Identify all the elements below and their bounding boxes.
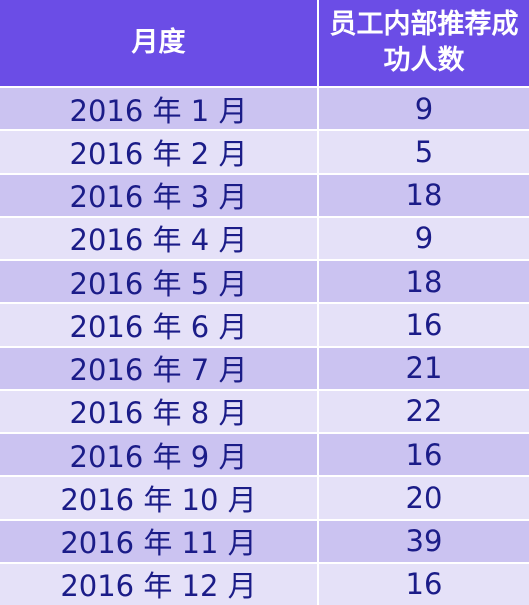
month-cell: 2016 年 2 月 (0, 129, 319, 173)
month-cell: 2016 年 3 月 (0, 172, 319, 216)
count-cell: 16 (319, 561, 529, 605)
count-cell: 39 (319, 518, 529, 562)
count-cell: 9 (319, 215, 529, 259)
count-cell: 9 (319, 86, 529, 130)
month-cell: 2016 年 7 月 (0, 345, 319, 389)
count-cell: 22 (319, 388, 529, 432)
month-cell: 2016 年 12 月 (0, 561, 319, 605)
header-month: 月度 (0, 0, 319, 86)
header-referral-count: 员工内部推荐成功人数 (319, 0, 529, 86)
month-cell: 2016 年 1 月 (0, 86, 319, 130)
month-cell: 2016 年 4 月 (0, 215, 319, 259)
count-cell: 18 (319, 172, 529, 216)
month-cell: 2016 年 5 月 (0, 259, 319, 303)
count-cell: 16 (319, 432, 529, 476)
count-cell: 5 (319, 129, 529, 173)
month-cell: 2016 年 10 月 (0, 475, 319, 519)
count-cell: 16 (319, 302, 529, 346)
month-cell: 2016 年 11 月 (0, 518, 319, 562)
month-cell: 2016 年 8 月 (0, 388, 319, 432)
count-cell: 20 (319, 475, 529, 519)
month-cell: 2016 年 9 月 (0, 432, 319, 476)
month-cell: 2016 年 6 月 (0, 302, 319, 346)
count-cell: 21 (319, 345, 529, 389)
count-cell: 18 (319, 259, 529, 303)
